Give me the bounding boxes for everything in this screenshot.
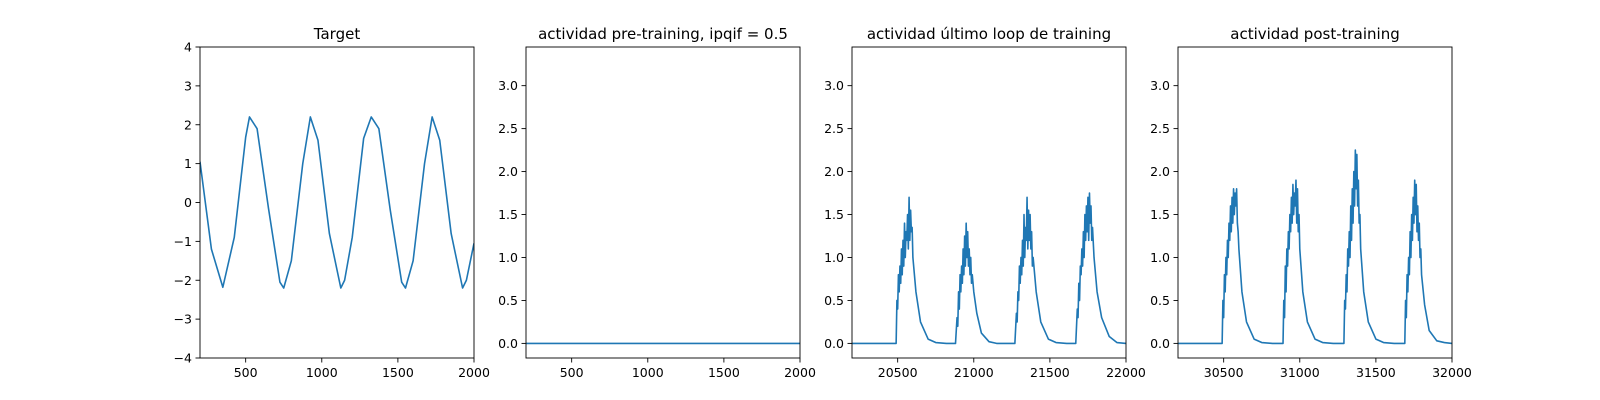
chart-title: Target: [313, 25, 361, 43]
y-tick-label: 2.5: [824, 121, 844, 136]
x-tick-label: 21500: [1030, 365, 1070, 380]
x-tick-label: 1000: [306, 365, 338, 380]
subplot-3: 20500 21000 21500 22000 0.0 0.5 1.0 1.5 2.0 2.5 3.…: [824, 25, 1146, 380]
y-tick-label: −2: [174, 273, 192, 288]
x-tick-label: 1500: [708, 365, 740, 380]
y-tick-label: 3.0: [498, 78, 518, 93]
y-tick-label: 1.5: [824, 207, 844, 222]
y-tick-label: 1: [184, 156, 192, 171]
series-line-3-1: [852, 192, 1126, 345]
x-tick-label: 1000: [632, 365, 664, 380]
y-tick-label: 0.0: [498, 336, 518, 351]
y-tick-label: −1: [174, 234, 192, 249]
y-tick-label: 2.0: [1150, 164, 1170, 179]
x-tick-label: 30500: [1204, 365, 1244, 380]
y-tick-label: 0.0: [824, 336, 844, 351]
x-tick-label: 500: [234, 365, 258, 380]
series-line-1-1: [200, 116, 474, 289]
y-tick-label: 1.5: [498, 207, 518, 222]
y-tick-label: −4: [174, 351, 192, 366]
y-tick-label: 1.0: [824, 250, 844, 265]
y-tick-label: 1.0: [498, 250, 518, 265]
y-tick-label: 3.0: [824, 78, 844, 93]
y-tick-label: 1.5: [1150, 207, 1170, 222]
y-tick-label: 2.0: [498, 164, 518, 179]
y-tick-label: 2.5: [1150, 121, 1170, 136]
x-tick-label: 22000: [1106, 365, 1146, 380]
y-tick-label: 4: [184, 40, 192, 55]
x-tick-label: 20500: [878, 365, 918, 380]
y-tick-label: 3.0: [1150, 78, 1170, 93]
y-tick-label: 0.0: [1150, 336, 1170, 351]
y-tick-label: 0: [184, 195, 192, 210]
chart-title: actividad último loop de training: [867, 25, 1111, 43]
y-tick-label: 0.5: [498, 293, 518, 308]
x-tick-label: 2000: [458, 365, 490, 380]
x-tick-label: 1500: [382, 365, 414, 380]
y-tick-label: −3: [174, 312, 192, 327]
x-tick-label: 31000: [1280, 365, 1320, 380]
x-tick-label: 21000: [954, 365, 994, 380]
chart-title: actividad post-training: [1230, 25, 1399, 43]
chart-title: actividad pre-training, ipqif = 0.5: [538, 25, 788, 43]
y-tick-label: 1.0: [1150, 250, 1170, 265]
y-tick-label: 2.5: [498, 121, 518, 136]
series-line-4-1: [1178, 149, 1452, 345]
subplot-4: 30500 31000 31500 32000 0.0 0.5 1.0 1.5 2.0 2.5 3.…: [1150, 25, 1472, 380]
axes-frame: [199, 46, 475, 359]
subplot-1: 500 1000 1500 2000 −4 −3 −2 −1 0 1 2 3 4 Target: [174, 25, 490, 380]
axes-frame: [1177, 46, 1453, 359]
y-tick-label: 3: [184, 78, 192, 93]
axes-frame: [851, 46, 1127, 359]
y-tick-label: 0.5: [824, 293, 844, 308]
y-tick-label: 2.0: [824, 164, 844, 179]
subplot-2: 500 1000 1500 2000 0.0 0.5 1.0 1.5 2.0 2.5 3.0 acti…: [498, 25, 816, 380]
axes-frame: [525, 46, 801, 359]
y-tick-label: 2: [184, 117, 192, 132]
x-tick-label: 500: [560, 365, 584, 380]
y-tick-label: 0.5: [1150, 293, 1170, 308]
x-tick-label: 31500: [1356, 365, 1396, 380]
x-tick-label: 2000: [784, 365, 816, 380]
x-tick-label: 32000: [1432, 365, 1472, 380]
